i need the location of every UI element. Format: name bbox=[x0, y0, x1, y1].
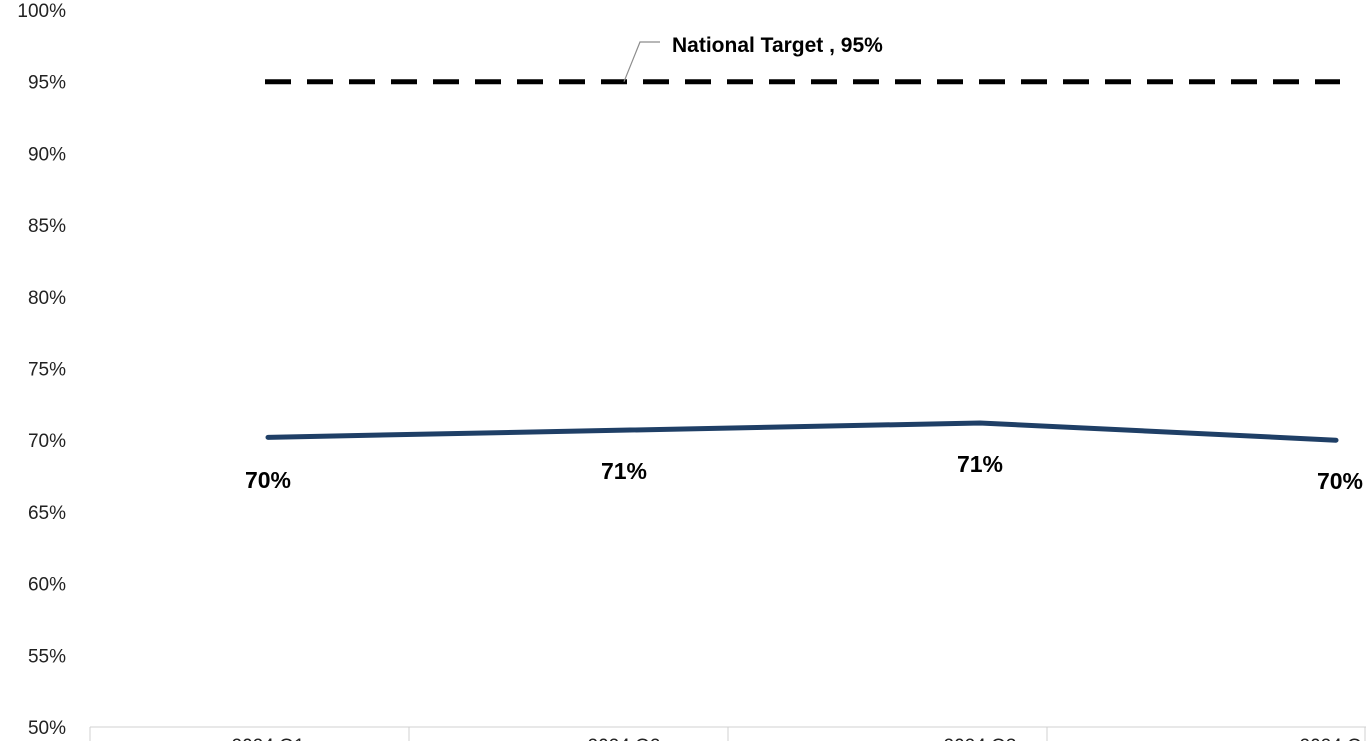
data-labels: 70% 71% 71% 70% bbox=[245, 451, 1363, 494]
national-target-reference: National Target , 95% bbox=[265, 34, 1340, 82]
series-line bbox=[268, 423, 1336, 440]
y-tick-label: 80% bbox=[28, 288, 66, 309]
x-tick-label: 2024 Q3 bbox=[944, 736, 1017, 741]
data-label: 70% bbox=[1317, 468, 1363, 494]
national-target-label: National Target , 95% bbox=[672, 34, 883, 57]
data-label: 70% bbox=[245, 467, 291, 493]
data-label: 71% bbox=[957, 451, 1003, 477]
x-tick-label: 2024 Q4 bbox=[1300, 736, 1366, 741]
series-layer bbox=[268, 423, 1336, 440]
y-tick-label: 70% bbox=[28, 431, 66, 452]
y-tick-label: 50% bbox=[28, 718, 66, 739]
y-tick-label: 60% bbox=[28, 575, 66, 596]
y-tick-label: 95% bbox=[28, 73, 66, 94]
y-tick-label: 85% bbox=[28, 216, 66, 237]
x-tick-label: 2024 Q2 bbox=[588, 736, 661, 741]
data-label: 71% bbox=[601, 458, 647, 484]
y-axis-tick-labels: 50% 55% 60% 65% 70% 75% 80% 85% 90% 95% 100% bbox=[17, 1, 66, 739]
y-tick-label: 90% bbox=[28, 144, 66, 165]
y-tick-label: 100% bbox=[17, 1, 66, 22]
national-target-leader-line bbox=[624, 42, 660, 82]
x-tick-label: 2024 Q1 bbox=[232, 736, 305, 741]
y-tick-label: 75% bbox=[28, 360, 66, 381]
y-tick-label: 65% bbox=[28, 503, 66, 524]
x-axis: 2024 Q1 2024 Q2 2024 Q3 2024 Q4 bbox=[90, 727, 1366, 741]
y-tick-label: 55% bbox=[28, 646, 66, 667]
